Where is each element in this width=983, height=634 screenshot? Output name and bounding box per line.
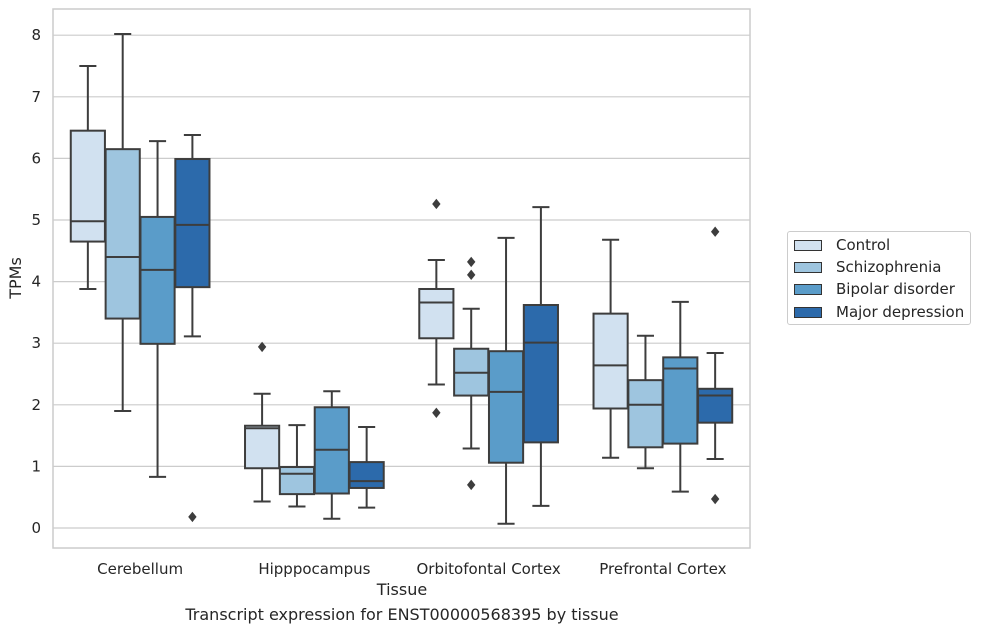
box-iqr <box>139 215 176 345</box>
box-2-1 <box>453 256 490 491</box>
outlier-point-0 <box>710 226 720 237</box>
legend-swatch-control <box>794 239 822 251</box>
y-tick-label-3: 3 <box>31 334 41 352</box>
box-iqr <box>697 387 734 424</box>
box-1-2 <box>313 390 350 520</box>
y-tick-label-6: 6 <box>31 149 41 167</box>
legend-item-control: Control <box>794 235 890 255</box>
box-1-0 <box>244 341 281 503</box>
legend-label-major-depression: Major depression <box>836 303 965 321</box>
x-tick-label-0: Cerebellum <box>97 560 183 578</box>
outlier-point-0 <box>257 341 267 353</box>
box-iqr <box>487 350 525 464</box>
y-tick-label-2: 2 <box>31 396 41 414</box>
box-3-2 <box>662 300 699 493</box>
legend-label-bipolar: Bipolar disorder <box>836 280 955 298</box>
outlier-point-1 <box>432 407 441 419</box>
box-3-3 <box>697 226 734 505</box>
x-tick-label-2: Orbitofontal Cortex <box>417 560 561 578</box>
box-iqr <box>592 312 629 410</box>
boxes-layer <box>69 32 734 525</box>
y-tick-label-1: 1 <box>31 457 41 475</box>
box-0-3 <box>174 133 211 523</box>
box-3-1 <box>627 334 664 470</box>
box-iqr <box>244 424 281 470</box>
box-2-0 <box>418 198 455 419</box>
box-0-1 <box>104 32 141 412</box>
outlier-point-2 <box>467 479 476 491</box>
outlier-point-1 <box>710 493 720 505</box>
box-iqr <box>418 287 455 340</box>
legend-swatch-bipolar <box>794 283 822 295</box>
x-axis-label: Tissue <box>376 580 427 599</box>
x-tick-labels: Cerebellum Hipppocampus Orbitofontal Corte… <box>97 560 726 578</box>
y-tick-label-5: 5 <box>31 211 41 229</box>
y-tick-labels: 0 1 2 3 4 5 6 7 8 <box>31 26 41 537</box>
legend-label-schizophrenia: Schizophrenia <box>836 258 942 276</box>
legend-swatch-schizophrenia <box>794 261 822 273</box>
box-2-2 <box>487 236 525 525</box>
box-iqr <box>174 158 211 289</box>
y-tick-label-4: 4 <box>31 273 41 291</box>
legend-item-schizophrenia: Schizophrenia <box>794 257 941 277</box>
legend-label-control: Control <box>836 236 891 254</box>
outlier-point-0 <box>467 256 476 268</box>
x-tick-label-3: Prefrontal Cortex <box>599 560 726 578</box>
y-tick-label-7: 7 <box>31 88 41 106</box>
box-iqr <box>278 466 316 496</box>
box-1-1 <box>278 424 316 508</box>
outlier-point-1 <box>467 269 476 281</box>
plot-frame <box>52 8 751 549</box>
x-tick-label-1: Hipppocampus <box>258 560 370 578</box>
legend-item-bipolar: Bipolar disorder <box>794 279 955 299</box>
legend: Control Schizophrenia Bipolar disorder M… <box>787 231 971 325</box>
box-iqr <box>662 356 699 445</box>
box-0-2 <box>139 140 176 478</box>
box-0-0 <box>69 65 106 290</box>
box-iqr <box>348 461 385 489</box>
box-iqr <box>627 379 664 449</box>
box-2-3 <box>522 206 559 507</box>
box-iqr <box>104 148 141 320</box>
box-1-3 <box>348 425 385 509</box>
legend-item-major-depression: Major depression <box>794 302 964 322</box>
chart-caption: Transcript expression for ENST0000056839… <box>185 605 619 624</box>
y-tick-label-0: 0 <box>31 519 41 537</box>
outlier-point-0 <box>432 198 441 210</box>
y-axis-label: TPMs <box>6 257 25 300</box>
legend-swatch-major-depression <box>794 306 822 318</box>
y-tick-label-8: 8 <box>31 26 41 44</box>
box-3-0 <box>592 238 629 459</box>
box-iqr <box>522 304 559 444</box>
box-iqr <box>69 129 106 243</box>
outlier-point-0 <box>188 511 197 523</box>
